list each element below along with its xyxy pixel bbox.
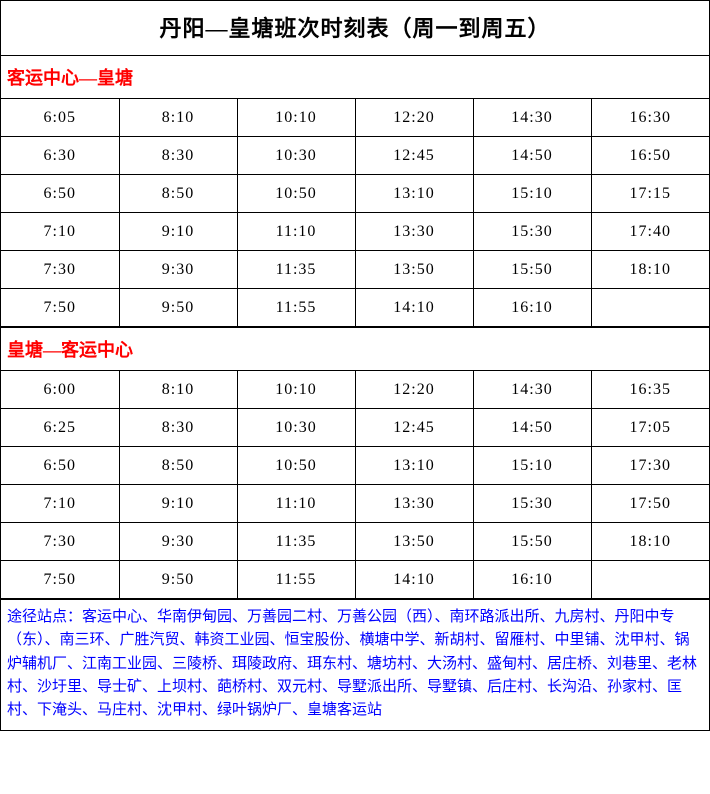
page-title: 丹阳—皇塘班次时刻表（周一到周五） <box>1 1 709 55</box>
time-cell: 13:10 <box>355 447 473 485</box>
time-cell: 17:50 <box>591 485 709 523</box>
table-row: 7:509:5011:5514:1016:10 <box>1 561 709 599</box>
time-cell: 12:45 <box>355 137 473 175</box>
table-row: 7:509:5011:5514:1016:10 <box>1 289 709 327</box>
time-cell: 7:30 <box>1 251 119 289</box>
time-cell: 16:10 <box>473 561 591 599</box>
time-cell: 18:10 <box>591 523 709 561</box>
time-cell: 14:30 <box>473 99 591 137</box>
time-cell: 10:30 <box>237 137 355 175</box>
time-cell: 6:05 <box>1 99 119 137</box>
time-cell: 11:10 <box>237 213 355 251</box>
time-cell: 6:50 <box>1 175 119 213</box>
time-cell: 13:50 <box>355 523 473 561</box>
time-cell: 15:10 <box>473 175 591 213</box>
time-cell: 7:10 <box>1 485 119 523</box>
time-cell: 11:55 <box>237 289 355 327</box>
time-cell: 11:55 <box>237 561 355 599</box>
time-cell <box>591 561 709 599</box>
time-cell: 14:30 <box>473 371 591 409</box>
table-row: 6:258:3010:3012:4514:5017:05 <box>1 409 709 447</box>
timetable-container: 丹阳—皇塘班次时刻表（周一到周五） 客运中心—皇塘 6:058:1010:101… <box>0 0 710 731</box>
time-cell: 15:10 <box>473 447 591 485</box>
time-cell: 10:10 <box>237 371 355 409</box>
time-cell: 9:50 <box>119 561 237 599</box>
time-cell: 16:50 <box>591 137 709 175</box>
time-cell: 11:35 <box>237 251 355 289</box>
time-cell: 12:20 <box>355 99 473 137</box>
time-cell: 13:30 <box>355 213 473 251</box>
time-cell: 17:15 <box>591 175 709 213</box>
time-cell <box>591 289 709 327</box>
time-cell: 17:30 <box>591 447 709 485</box>
time-cell: 15:50 <box>473 523 591 561</box>
time-cell: 14:50 <box>473 409 591 447</box>
time-cell: 6:00 <box>1 371 119 409</box>
time-cell: 8:50 <box>119 447 237 485</box>
time-cell: 7:10 <box>1 213 119 251</box>
time-cell: 16:10 <box>473 289 591 327</box>
time-cell: 17:40 <box>591 213 709 251</box>
schedule-table-2: 6:008:1010:1012:2014:3016:356:258:3010:3… <box>1 370 709 599</box>
section-header-1: 客运中心—皇塘 <box>1 55 709 98</box>
schedule-table-1: 6:058:1010:1012:2014:3016:306:308:3010:3… <box>1 98 709 327</box>
table-row: 7:109:1011:1013:3015:3017:50 <box>1 485 709 523</box>
time-cell: 11:10 <box>237 485 355 523</box>
time-cell: 12:45 <box>355 409 473 447</box>
time-cell: 11:35 <box>237 523 355 561</box>
time-cell: 14:50 <box>473 137 591 175</box>
time-cell: 8:10 <box>119 371 237 409</box>
time-cell: 15:50 <box>473 251 591 289</box>
time-cell: 14:10 <box>355 561 473 599</box>
time-cell: 7:50 <box>1 289 119 327</box>
time-cell: 16:35 <box>591 371 709 409</box>
time-cell: 7:50 <box>1 561 119 599</box>
time-cell: 13:10 <box>355 175 473 213</box>
time-cell: 9:50 <box>119 289 237 327</box>
time-cell: 6:30 <box>1 137 119 175</box>
time-cell: 18:10 <box>591 251 709 289</box>
time-cell: 8:30 <box>119 137 237 175</box>
time-cell: 6:25 <box>1 409 119 447</box>
time-cell: 10:50 <box>237 175 355 213</box>
time-cell: 9:10 <box>119 213 237 251</box>
table-row: 6:058:1010:1012:2014:3016:30 <box>1 99 709 137</box>
time-cell: 13:50 <box>355 251 473 289</box>
table-row: 6:008:1010:1012:2014:3016:35 <box>1 371 709 409</box>
time-cell: 15:30 <box>473 213 591 251</box>
section-header-2: 皇塘—客运中心 <box>1 327 709 370</box>
time-cell: 8:30 <box>119 409 237 447</box>
route-notes: 途径站点：客运中心、华南伊甸园、万善园二村、万善公园（西）、南环路派出所、九房村… <box>1 599 709 730</box>
time-cell: 10:10 <box>237 99 355 137</box>
time-cell: 9:10 <box>119 485 237 523</box>
table-row: 6:308:3010:3012:4514:5016:50 <box>1 137 709 175</box>
time-cell: 14:10 <box>355 289 473 327</box>
time-cell: 13:30 <box>355 485 473 523</box>
time-cell: 12:20 <box>355 371 473 409</box>
time-cell: 17:05 <box>591 409 709 447</box>
time-cell: 9:30 <box>119 251 237 289</box>
time-cell: 16:30 <box>591 99 709 137</box>
time-cell: 9:30 <box>119 523 237 561</box>
table-row: 7:109:1011:1013:3015:3017:40 <box>1 213 709 251</box>
table-row: 6:508:5010:5013:1015:1017:15 <box>1 175 709 213</box>
time-cell: 15:30 <box>473 485 591 523</box>
table-row: 6:508:5010:5013:1015:1017:30 <box>1 447 709 485</box>
time-cell: 8:50 <box>119 175 237 213</box>
table-row: 7:309:3011:3513:5015:5018:10 <box>1 523 709 561</box>
time-cell: 6:50 <box>1 447 119 485</box>
time-cell: 10:50 <box>237 447 355 485</box>
table-row: 7:309:3011:3513:5015:5018:10 <box>1 251 709 289</box>
time-cell: 8:10 <box>119 99 237 137</box>
time-cell: 7:30 <box>1 523 119 561</box>
time-cell: 10:30 <box>237 409 355 447</box>
